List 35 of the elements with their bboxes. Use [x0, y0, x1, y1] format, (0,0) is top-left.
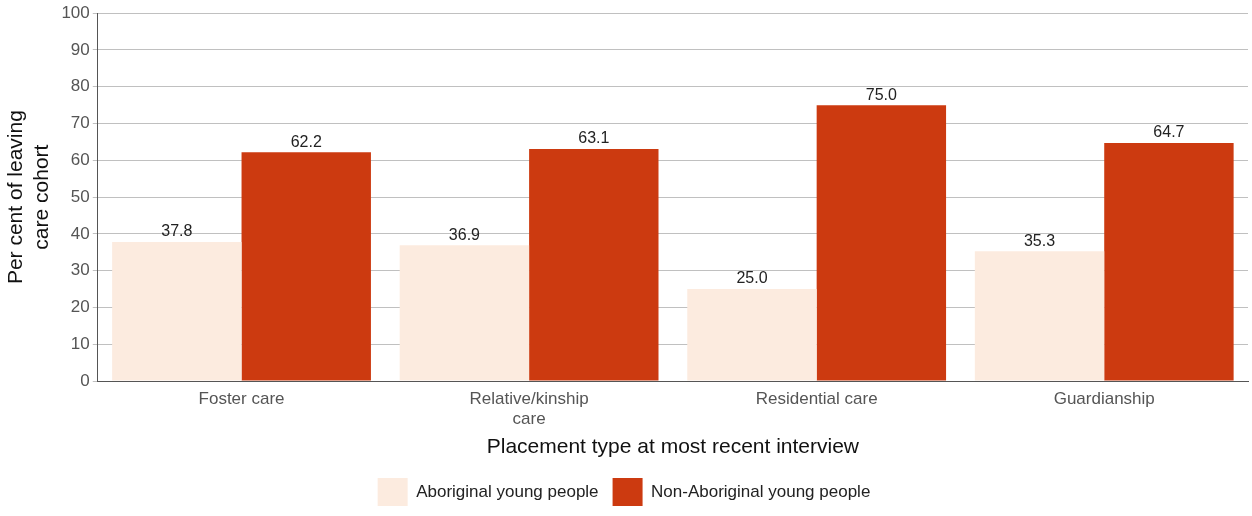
y-tick-label: 60 [70, 150, 90, 170]
data-label: 36.9 [448, 225, 481, 243]
data-label: 25.0 [736, 269, 768, 287]
data-label: 64.7 [1153, 123, 1185, 141]
data-label: 75.0 [865, 85, 898, 103]
legend-label: Non-Aboriginal young people [651, 481, 871, 501]
y-tick-label: 90 [70, 39, 90, 59]
data-label: 37.8 [161, 222, 193, 240]
legend-label: Aboriginal young people [416, 481, 599, 501]
bar [816, 105, 947, 381]
y-tick-label: 40 [70, 223, 90, 243]
bar [974, 251, 1105, 381]
bar [241, 152, 371, 381]
bar [529, 148, 659, 381]
y-tick-label: 70 [70, 113, 90, 133]
y-tick-label: 50 [70, 186, 90, 206]
data-label: 63.1 [578, 129, 610, 147]
x-tick-label: Residential care [755, 388, 878, 408]
y-tick-label: 30 [70, 260, 90, 280]
x-tick-label: Guardianship [1053, 388, 1155, 408]
bar [687, 289, 817, 381]
bar [1104, 143, 1234, 381]
data-label: 35.3 [1023, 231, 1056, 249]
x-axis-title: Placement type at most recent interview [486, 434, 860, 458]
bar [112, 241, 242, 381]
y-tick-label: 80 [70, 76, 90, 96]
y-tick-label: 20 [70, 297, 90, 317]
y-axis-title: Per cent of leaving care cohort [3, 110, 52, 285]
x-tick-label: Relative/kinship care [469, 388, 589, 429]
y-tick-label: 100 [61, 2, 90, 22]
x-tick-label: Foster care [198, 388, 285, 408]
y-tick-label: 0 [80, 370, 90, 390]
data-label: 62.2 [290, 132, 322, 150]
bar [399, 245, 530, 381]
y-tick-label: 10 [70, 333, 90, 353]
